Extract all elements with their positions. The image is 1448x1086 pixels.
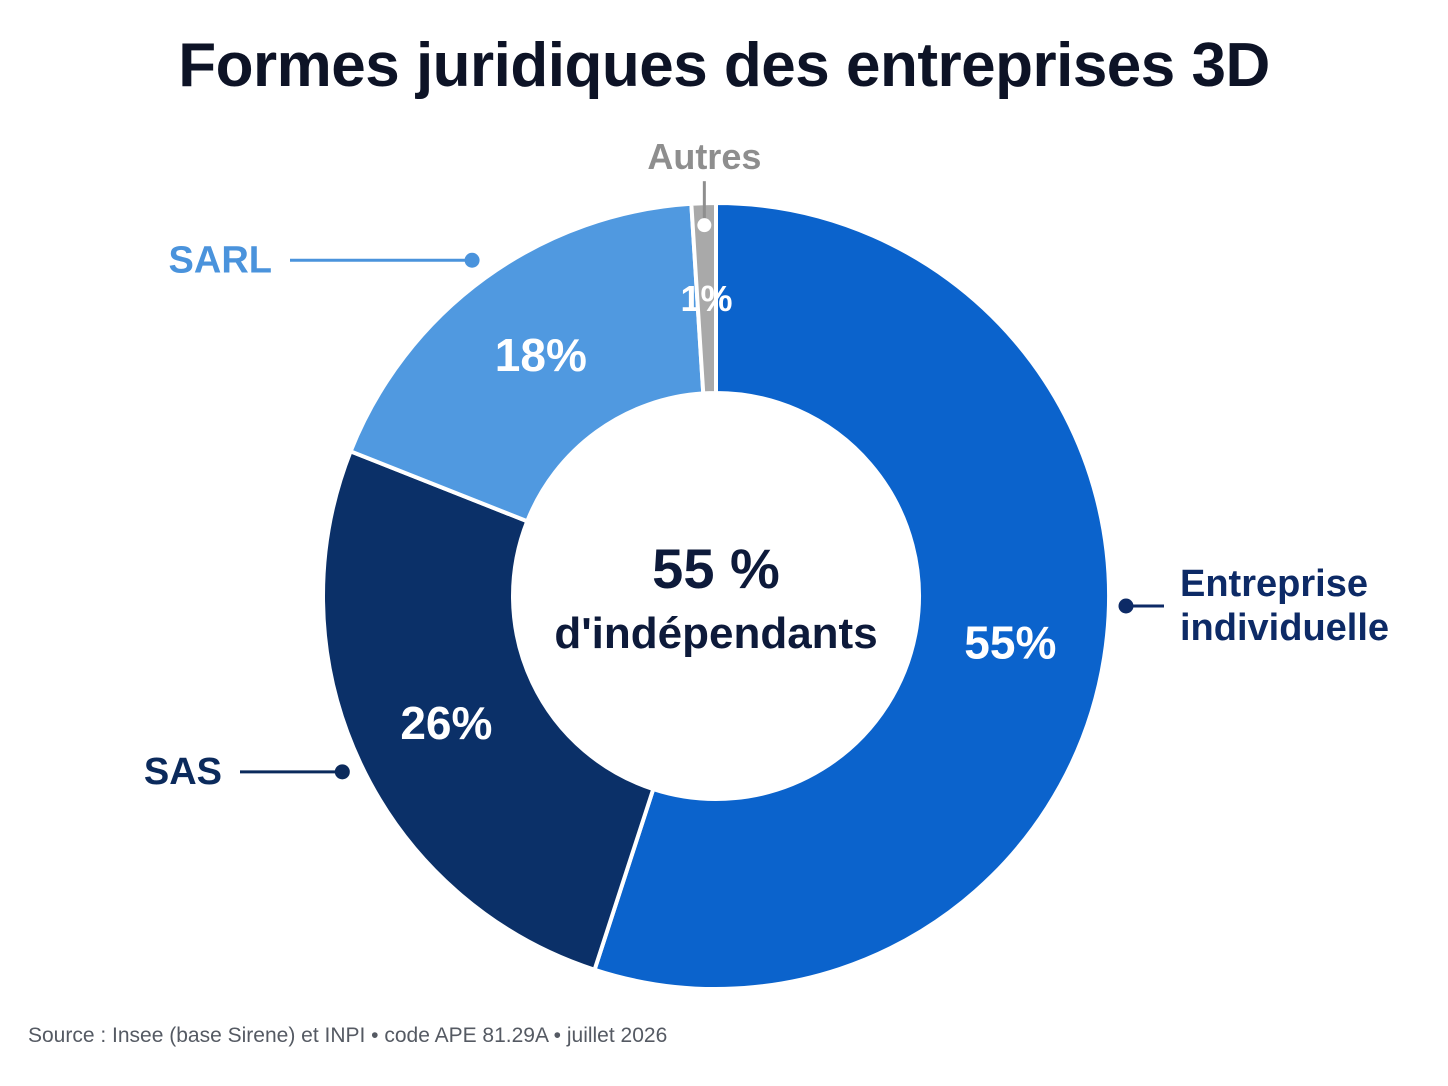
callout-autres: Autres <box>647 136 761 233</box>
callout-label-sas: SAS <box>144 751 222 793</box>
slice-autres <box>689 200 718 396</box>
callout-sarl: SARL <box>169 239 480 281</box>
slice-value-label-autres: 1% <box>681 278 733 319</box>
callout-label-entreprise-individuelle-line2: individuelle <box>1180 607 1389 649</box>
slices-layer <box>321 200 1111 991</box>
labels-layer: 55% 26% 18% 1% <box>400 278 1056 749</box>
slice-entreprise-individuelle <box>592 200 1111 991</box>
slice-sarl <box>348 201 706 524</box>
source-note: Source : Insee (base Sirene) et INPI • c… <box>28 1024 668 1047</box>
callout-label-entreprise-individuelle-line1: Entreprise <box>1180 563 1368 605</box>
slice-sas <box>321 448 656 973</box>
slice-value-label-sarl: 18% <box>495 329 587 381</box>
callout-label-sarl: SARL <box>169 239 272 281</box>
callout-label-autres: Autres <box>647 136 761 177</box>
center-caption: d'indépendants <box>554 609 877 658</box>
chart-title: Formes juridiques des entreprises 3D <box>178 31 1270 100</box>
callout-sas: SAS <box>144 751 350 793</box>
center-percent: 55 % <box>652 537 780 600</box>
center-label: 55 % d'indépendants <box>554 537 877 658</box>
slice-value-label-entreprise-individuelle: 55% <box>964 617 1056 669</box>
slice-value-label-sas: 26% <box>400 697 492 749</box>
